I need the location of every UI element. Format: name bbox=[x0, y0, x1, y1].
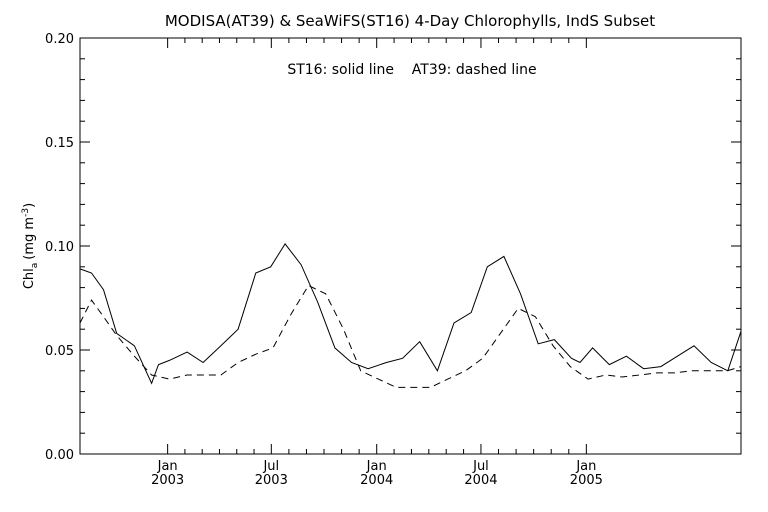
x-tick-month: Jul bbox=[262, 459, 279, 474]
x-tick-year: 2004 bbox=[464, 473, 497, 488]
y-tick-label: 0.20 bbox=[45, 32, 74, 47]
x-tick-year: 2004 bbox=[360, 473, 393, 488]
chart-title: MODISA(AT39) & SeaWiFS(ST16) 4-Day Chlor… bbox=[165, 12, 655, 30]
series-line-at39 bbox=[79, 284, 742, 388]
y-tick-label: 0.15 bbox=[45, 136, 74, 151]
y-axis-label-units: (mg m bbox=[22, 217, 37, 260]
y-axis-label-units-close: ) bbox=[22, 203, 37, 208]
y-tick-label: 0.05 bbox=[45, 344, 74, 359]
x-tick-month: Jan bbox=[575, 459, 596, 474]
y-axis: 0.00 0.05 0.10 0.15 0.20 bbox=[45, 32, 741, 463]
x-tick-year: 2003 bbox=[151, 473, 184, 488]
y-axis-label-units-sup: -3 bbox=[21, 208, 31, 217]
plot-frame bbox=[79, 37, 742, 455]
y-axis-label-subscript: a bbox=[30, 263, 40, 269]
y-axis-label-main: Chl bbox=[22, 268, 37, 289]
y-tick-label: 0.00 bbox=[45, 448, 74, 463]
x-tick-month: Jan bbox=[157, 459, 178, 474]
series-line-st16 bbox=[79, 243, 742, 385]
x-tick-year: 2003 bbox=[255, 473, 288, 488]
x-tick-year: 2005 bbox=[570, 473, 603, 488]
x-tick-month: Jul bbox=[472, 459, 489, 474]
y-axis-label: Chla (mg m-3) bbox=[21, 203, 40, 289]
y-tick-label: 0.10 bbox=[45, 240, 74, 255]
x-tick-month: Jan bbox=[366, 459, 387, 474]
series-legend-note: ST16: solid line AT39: dashed line bbox=[287, 62, 536, 78]
series-layer bbox=[79, 243, 742, 388]
